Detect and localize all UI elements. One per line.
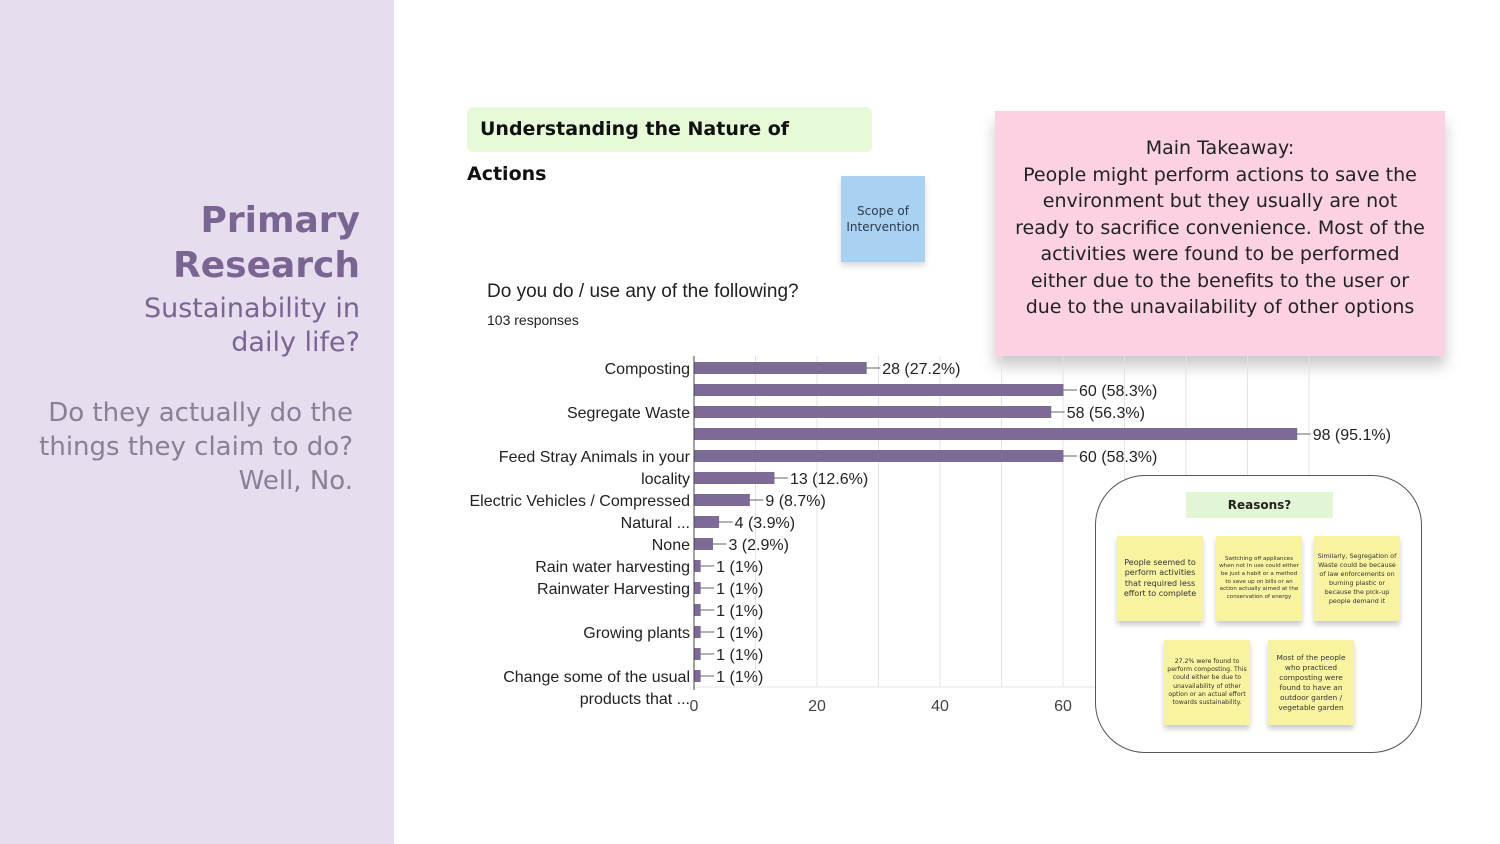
scope-note-text: Scope of Intervention	[846, 204, 920, 234]
data-label: 28 (27.2%)	[882, 361, 960, 378]
data-label: 58 (56.3%)	[1067, 405, 1145, 422]
reason-text: Similarly, Segregation of Waste could be…	[1317, 551, 1397, 605]
category-label: Change some of the usual	[503, 669, 690, 686]
bar	[694, 384, 1064, 396]
bar	[694, 450, 1064, 462]
takeaway-note: Main Takeaway: People might perform acti…	[995, 111, 1445, 356]
page-title: Primary Research	[173, 198, 360, 288]
question-line: things they claim to do?	[39, 432, 353, 462]
reasons-title: Reasons?	[1186, 492, 1333, 518]
title-line: Research	[173, 245, 360, 286]
bar	[694, 560, 701, 572]
reason-text: Most of the people who practiced compost…	[1276, 652, 1346, 712]
bar	[694, 670, 701, 682]
question-line: Well, No.	[238, 466, 353, 496]
reason-text: Switching off appliances when not in use…	[1219, 555, 1299, 600]
reason-sticky-note: Switching off appliances when not in use…	[1216, 536, 1302, 621]
bar	[694, 428, 1298, 440]
reasons-frame: Reasons? People seemed to perform activi…	[1095, 475, 1422, 753]
x-tick-label: 40	[931, 698, 949, 715]
reason-sticky-note: People seemed to perform activities that…	[1117, 536, 1203, 621]
subtitle-line: daily life?	[231, 327, 360, 358]
research-question: Do they actually do the things they clai…	[39, 396, 353, 498]
bar	[694, 538, 713, 550]
bar	[694, 604, 701, 616]
data-label: 1 (1%)	[716, 559, 763, 576]
category-label: Segregate Waste	[567, 405, 690, 422]
subtitle-line: Sustainability in	[143, 293, 360, 324]
bar	[694, 516, 720, 528]
data-label: 4 (3.9%)	[735, 515, 795, 532]
data-label: 9 (8.7%)	[765, 493, 825, 510]
category-label: locality	[641, 471, 690, 488]
left-sidebar-panel: Primary Research Sustainability in daily…	[0, 0, 394, 844]
bar	[694, 362, 867, 374]
data-label: 13 (12.6%)	[790, 471, 868, 488]
question-line: Do they actually do the	[48, 398, 353, 428]
data-label: 1 (1%)	[716, 625, 763, 642]
category-label: Rain water harvesting	[535, 559, 690, 576]
bar	[694, 494, 750, 506]
takeaway-heading: Main Takeaway:	[1145, 137, 1295, 159]
bar	[694, 648, 701, 660]
bar	[694, 472, 775, 484]
category-label: Natural ...	[621, 515, 690, 532]
x-tick-label: 0	[690, 698, 699, 715]
data-label: 1 (1%)	[716, 581, 763, 598]
reason-sticky-note: Most of the people who practiced compost…	[1268, 640, 1354, 725]
reason-sticky-note: 27.2% were found to perform composting. …	[1164, 640, 1250, 725]
data-label: 98 (95.1%)	[1313, 427, 1391, 444]
category-label: Composting	[605, 361, 690, 378]
bar	[694, 582, 701, 594]
category-label: products that ...	[580, 691, 690, 708]
title-line: Primary	[200, 200, 360, 241]
reason-sticky-note: Similarly, Segregation of Waste could be…	[1314, 536, 1400, 621]
reason-text: 27.2% were found to perform composting. …	[1167, 657, 1247, 707]
x-tick-label: 20	[808, 698, 826, 715]
category-label: Rainwater Harvesting	[537, 581, 690, 598]
chart-response-count: 103 responses	[487, 312, 579, 328]
data-label: 1 (1%)	[716, 647, 763, 664]
reason-text: People seemed to perform activities that…	[1123, 557, 1197, 599]
page-subtitle: Sustainability in daily life?	[144, 292, 360, 360]
bar	[694, 406, 1052, 418]
section-title: Understanding the Nature of Actions	[467, 107, 872, 185]
data-label: 60 (58.3%)	[1079, 449, 1157, 466]
x-tick-label: 60	[1054, 698, 1072, 715]
data-label: 1 (1%)	[716, 669, 763, 686]
category-label: Electric Vehicles / Compressed	[469, 493, 690, 510]
chart-title: Do you do / use any of the following?	[487, 281, 799, 302]
category-label: None	[652, 537, 690, 554]
category-label: Feed Stray Animals in your	[499, 449, 691, 466]
bar	[694, 626, 701, 638]
data-label: 1 (1%)	[716, 603, 763, 620]
category-label: Growing plants	[583, 625, 690, 642]
data-label: 3 (2.9%)	[728, 537, 788, 554]
bar-chart: 28 (27.2%) 60 (58.3%) 58 (56.3%) 98 (95.1%)…	[469, 356, 1391, 715]
scope-sticky-note: Scope of Intervention	[841, 176, 925, 262]
takeaway-body: People might perform actions to save the…	[1015, 163, 1425, 319]
data-label: 60 (58.3%)	[1079, 383, 1157, 400]
